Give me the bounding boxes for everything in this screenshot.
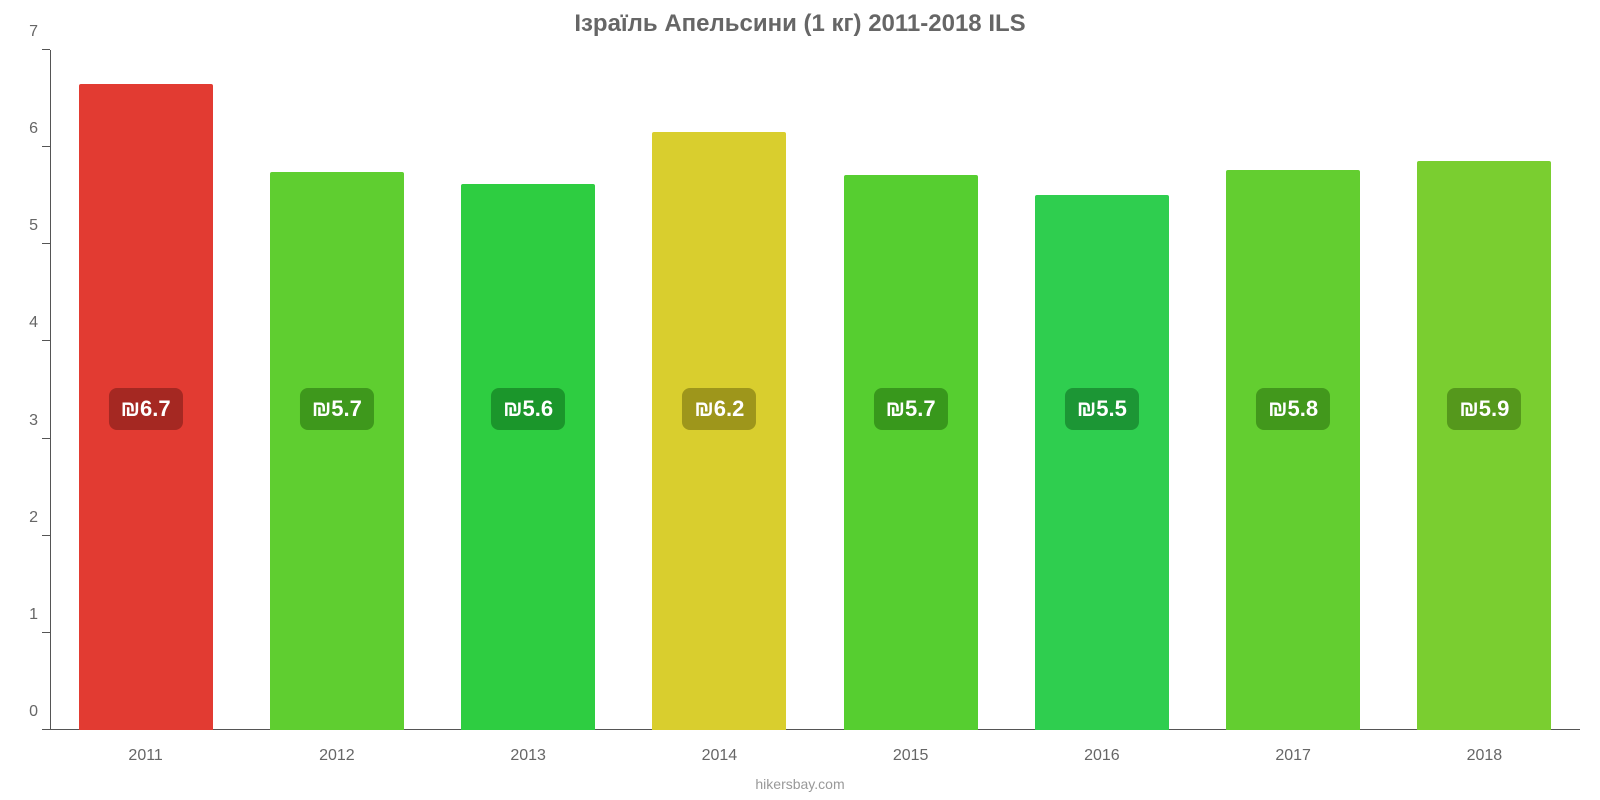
bar-slot: ₪5.9 [1389, 50, 1580, 730]
bar-slot: ₪6.7 [50, 50, 241, 730]
bar-value-label: ₪5.7 [874, 388, 948, 430]
y-tick-label: 6 [8, 120, 38, 138]
bar: ₪5.5 [1035, 195, 1169, 730]
x-labels-group: 20112012201320142015201620172018 [50, 747, 1580, 765]
x-tick-label: 2016 [1006, 747, 1197, 765]
y-tick-label: 7 [8, 23, 38, 41]
bar: ₪6.2 [652, 132, 786, 730]
bar-value-label: ₪5.8 [1256, 388, 1330, 430]
x-tick-label: 2018 [1389, 747, 1580, 765]
x-tick-label: 2012 [241, 747, 432, 765]
y-tick-label: 2 [8, 509, 38, 527]
bar-value-label: ₪5.9 [1447, 388, 1521, 430]
bar-value-label: ₪6.2 [682, 388, 756, 430]
bars-group: ₪6.7 ₪5.7 ₪5.6 ₪6.2 ₪5.7 ₪5.5 ₪5.8 ₪5.9 [50, 50, 1580, 730]
x-tick-label: 2014 [624, 747, 815, 765]
chart-container: Ізраїль Апельсини (1 кг) 2011-2018 ILS 0… [0, 0, 1600, 800]
y-tick-label: 5 [8, 217, 38, 235]
bar: ₪5.7 [844, 175, 978, 730]
bar: ₪5.8 [1226, 170, 1360, 731]
y-tick [42, 535, 50, 536]
y-tick-label: 3 [8, 412, 38, 430]
attribution-text: hikersbay.com [0, 776, 1600, 792]
bar: ₪5.7 [270, 172, 404, 730]
bar-value-label: ₪5.7 [300, 388, 374, 430]
y-tick-label: 1 [8, 606, 38, 624]
bar-value-label: ₪5.6 [491, 388, 565, 430]
y-tick [42, 729, 50, 730]
bar: ₪5.9 [1417, 161, 1551, 730]
x-tick-label: 2013 [433, 747, 624, 765]
x-tick-label: 2017 [1198, 747, 1389, 765]
bar-slot: ₪5.7 [241, 50, 432, 730]
plot-area: 01234567 ₪6.7₪5.7₪5.6₪6.2₪5.7₪5.5₪5.8₪5.… [50, 50, 1580, 730]
bar-slot: ₪5.7 [815, 50, 1006, 730]
bar-slot: ₪5.5 [1006, 50, 1197, 730]
bar-slot: ₪5.8 [1198, 50, 1389, 730]
bar-value-label: ₪6.7 [109, 388, 183, 430]
bar: ₪6.7 [79, 84, 213, 730]
y-tick [42, 49, 50, 50]
y-tick-label: 4 [8, 314, 38, 332]
x-tick-label: 2015 [815, 747, 1006, 765]
bar: ₪5.6 [461, 184, 595, 730]
chart-title: Ізраїль Апельсини (1 кг) 2011-2018 ILS [0, 0, 1600, 44]
bar-value-label: ₪5.5 [1065, 388, 1139, 430]
y-tick [42, 632, 50, 633]
y-tick-label: 0 [8, 703, 38, 721]
bar-slot: ₪5.6 [433, 50, 624, 730]
y-tick [42, 340, 50, 341]
y-tick [42, 243, 50, 244]
bar-slot: ₪6.2 [624, 50, 815, 730]
y-tick [42, 438, 50, 439]
y-tick [42, 146, 50, 147]
x-tick-label: 2011 [50, 747, 241, 765]
